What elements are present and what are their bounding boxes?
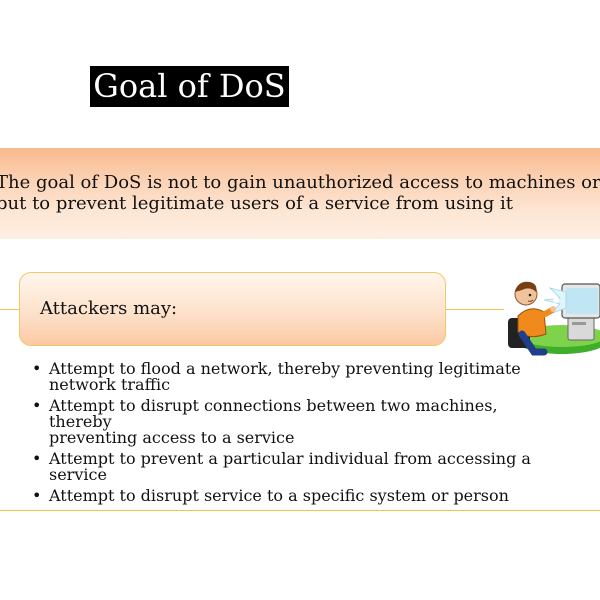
list-item: • Attempt to prevent a particular indivi… xyxy=(30,451,550,483)
list-item-line: preventing access to a service xyxy=(49,428,295,447)
goal-statement: The goal of DoS is not to gain unauthori… xyxy=(0,172,600,214)
list-item-line: Attempt to prevent a particular individu… xyxy=(49,449,531,468)
goal-banner: The goal of DoS is not to gain unauthori… xyxy=(0,148,600,239)
list-item-line: Attempt to flood a network, thereby prev… xyxy=(49,359,521,378)
person-at-computer-icon xyxy=(500,268,600,360)
slide-title: Goal of DoS xyxy=(90,66,289,107)
list-item-line: service xyxy=(49,465,107,484)
attackers-heading: Attackers may: xyxy=(40,298,178,319)
list-item: • Attempt to disrupt service to a specif… xyxy=(30,488,550,504)
list-item-line: Attempt to disrupt service to a specific… xyxy=(49,486,509,505)
divider-line-right xyxy=(446,309,504,310)
goal-statement-line: The goal of DoS is not to gain unauthori… xyxy=(0,172,600,193)
list-item: • Attempt to flood a network, thereby pr… xyxy=(30,361,550,393)
goal-statement-line: but to prevent legitimate users of a ser… xyxy=(0,193,513,214)
list-item-line: Attempt to disrupt connections between t… xyxy=(49,396,498,431)
bullet-icon: • xyxy=(32,449,42,468)
list-item-line: network traffic xyxy=(49,375,171,394)
bullet-icon: • xyxy=(32,359,42,378)
attackers-heading-box: Attackers may: xyxy=(19,272,446,346)
attack-methods-list: • Attempt to flood a network, thereby pr… xyxy=(30,361,550,509)
divider-line-left xyxy=(0,309,20,310)
bottom-divider-line xyxy=(0,510,600,511)
list-item: • Attempt to disrupt connections between… xyxy=(30,398,550,446)
bullet-icon: • xyxy=(32,486,42,505)
bullet-icon: • xyxy=(32,396,42,415)
